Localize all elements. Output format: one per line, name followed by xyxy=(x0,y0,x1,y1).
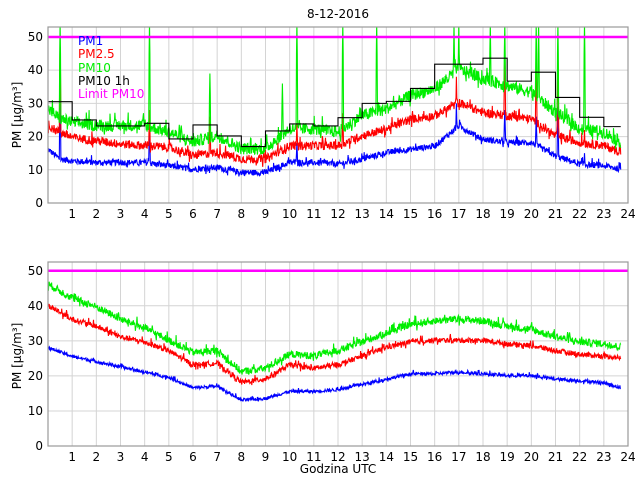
legend-pm25: PM2.5 xyxy=(78,47,115,61)
x-tick-label: 3 xyxy=(117,207,125,221)
x-tick-label: 6 xyxy=(189,207,197,221)
x-tick-label: 23 xyxy=(596,450,611,464)
x-tick-label: 21 xyxy=(548,450,563,464)
x-tick-label: 6 xyxy=(189,450,197,464)
x-tick-label: 16 xyxy=(427,207,442,221)
series-pm2-5-line xyxy=(48,46,622,167)
x-tick-label: 13 xyxy=(355,450,370,464)
x-tick-label: 9 xyxy=(262,207,270,221)
series-pm1-line xyxy=(48,345,622,402)
x-tick-label: 22 xyxy=(572,450,587,464)
y-tick-label: 0 xyxy=(35,196,43,210)
x-tick-label: 24 xyxy=(620,450,635,464)
x-tick-label: 11 xyxy=(306,450,321,464)
x-tick-label: 8 xyxy=(238,207,246,221)
x-tick-label: 7 xyxy=(213,450,221,464)
x-tick-label: 5 xyxy=(165,450,173,464)
top-plot: 1 2 3 4 5 6 7 8 9 10 11 12 13 14 15 16 17 18 19 20 21 22 23 240… xyxy=(28,26,636,221)
legend-pm10: PM10 xyxy=(78,61,111,75)
x-tick-label: 12 xyxy=(330,207,345,221)
legend-pm10-1h: PM10 1h xyxy=(78,74,130,88)
x-tick-label: 24 xyxy=(620,207,635,221)
x-tick-label: 9 xyxy=(262,450,270,464)
x-tick-label: 8 xyxy=(238,450,246,464)
x-tick-label: 13 xyxy=(355,207,370,221)
x-tick-label: 20 xyxy=(524,450,539,464)
series-pm2-5-line xyxy=(48,303,622,386)
bottom-y-axis-label: PM [µg/m³] xyxy=(10,323,24,390)
x-tick-label: 12 xyxy=(330,450,345,464)
x-tick-label: 2 xyxy=(93,450,101,464)
y-tick-label: 50 xyxy=(28,30,43,44)
x-tick-label: 10 xyxy=(282,450,297,464)
x-tick-label: 15 xyxy=(403,450,418,464)
x-tick-label: 22 xyxy=(572,207,587,221)
series-pm10-1h-line xyxy=(48,57,621,148)
y-tick-label: 0 xyxy=(35,439,43,453)
x-tick-label: 3 xyxy=(117,450,125,464)
x-tick-label: 14 xyxy=(379,207,394,221)
y-tick-label: 40 xyxy=(28,63,43,77)
x-tick-label: 17 xyxy=(451,207,466,221)
x-tick-label: 23 xyxy=(596,207,611,221)
x-tick-label: 11 xyxy=(306,207,321,221)
y-tick-label: 30 xyxy=(28,334,43,348)
legend-limit-pm10: Limit PM10 xyxy=(78,87,144,101)
x-tick-label: 21 xyxy=(548,207,563,221)
x-tick-label: 19 xyxy=(500,207,515,221)
plot-frame xyxy=(47,261,629,447)
y-tick-label: 10 xyxy=(28,404,43,418)
x-tick-label: 20 xyxy=(524,207,539,221)
x-tick-label: 1 xyxy=(68,207,76,221)
y-tick-label: 30 xyxy=(28,96,43,110)
y-tick-label: 20 xyxy=(28,369,43,383)
x-tick-label: 15 xyxy=(403,207,418,221)
top-y-axis-label: PM [µg/m³] xyxy=(10,82,24,149)
x-tick-label: 14 xyxy=(379,450,394,464)
legend: PM1 PM2.5 PM10 PM10 1h Limit PM10 xyxy=(78,34,144,101)
chart-title: 8-12-2016 xyxy=(307,7,369,21)
x-tick-label: 10 xyxy=(282,207,297,221)
x-tick-label: 2 xyxy=(93,207,101,221)
x-tick-label: 4 xyxy=(141,207,149,221)
x-tick-label: 17 xyxy=(451,450,466,464)
y-tick-label: 40 xyxy=(28,299,43,313)
y-tick-label: 10 xyxy=(28,163,43,177)
y-tick-label: 20 xyxy=(28,130,43,144)
x-tick-label: 5 xyxy=(165,207,173,221)
x-tick-label: 19 xyxy=(500,450,515,464)
plot-frame xyxy=(47,26,629,204)
legend-pm1: PM1 xyxy=(78,34,103,48)
x-axis-label: Godzina UTC xyxy=(300,462,376,476)
series-pm10-line xyxy=(48,281,622,375)
x-tick-label: 18 xyxy=(475,207,490,221)
x-tick-label: 1 xyxy=(68,450,76,464)
y-tick-label: 50 xyxy=(28,264,43,278)
x-tick-label: 7 xyxy=(213,207,221,221)
x-tick-label: 16 xyxy=(427,450,442,464)
series-pm1-line xyxy=(48,96,622,177)
x-tick-label: 4 xyxy=(141,450,149,464)
bottom-plot: 1 2 3 4 5 6 7 8 9 10 11 12 13 14 15 16 17 18 19 20 21 22 23 240… xyxy=(28,261,636,464)
x-tick-label: 18 xyxy=(475,450,490,464)
